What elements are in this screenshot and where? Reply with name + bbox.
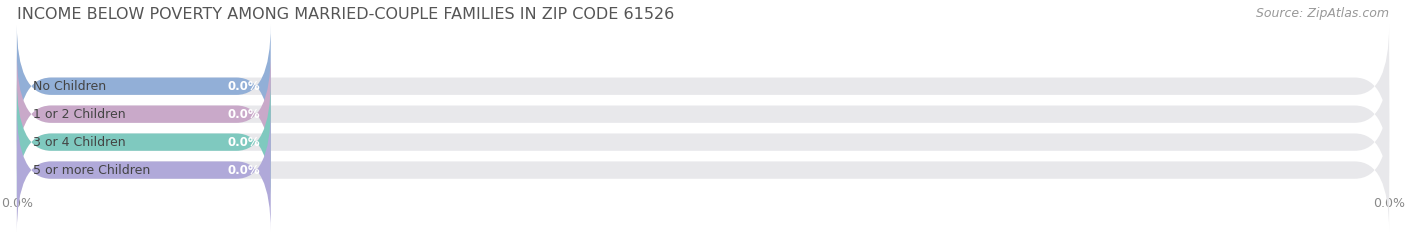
- FancyBboxPatch shape: [17, 109, 1389, 231]
- Text: 0.0%: 0.0%: [228, 136, 260, 149]
- FancyBboxPatch shape: [17, 81, 271, 203]
- FancyBboxPatch shape: [17, 25, 271, 147]
- Text: 5 or more Children: 5 or more Children: [34, 164, 150, 177]
- FancyBboxPatch shape: [17, 81, 1389, 203]
- FancyBboxPatch shape: [17, 109, 271, 231]
- FancyBboxPatch shape: [17, 53, 271, 175]
- Text: INCOME BELOW POVERTY AMONG MARRIED-COUPLE FAMILIES IN ZIP CODE 61526: INCOME BELOW POVERTY AMONG MARRIED-COUPL…: [17, 7, 673, 22]
- Text: 0.0%: 0.0%: [228, 164, 260, 177]
- Text: No Children: No Children: [34, 80, 107, 93]
- FancyBboxPatch shape: [17, 53, 1389, 175]
- Text: 0.0%: 0.0%: [228, 80, 260, 93]
- Text: 3 or 4 Children: 3 or 4 Children: [34, 136, 127, 149]
- Text: 1 or 2 Children: 1 or 2 Children: [34, 108, 127, 121]
- Text: 0.0%: 0.0%: [228, 108, 260, 121]
- FancyBboxPatch shape: [17, 25, 1389, 147]
- Text: Source: ZipAtlas.com: Source: ZipAtlas.com: [1256, 7, 1389, 20]
